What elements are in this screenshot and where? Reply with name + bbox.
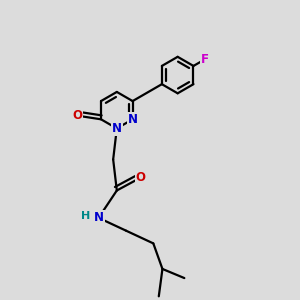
Text: O: O [136,171,146,184]
Text: F: F [200,53,208,66]
Text: N: N [112,122,122,135]
Text: N: N [94,212,103,224]
Text: H: H [81,211,91,221]
Text: N: N [128,113,138,126]
Text: O: O [72,109,82,122]
